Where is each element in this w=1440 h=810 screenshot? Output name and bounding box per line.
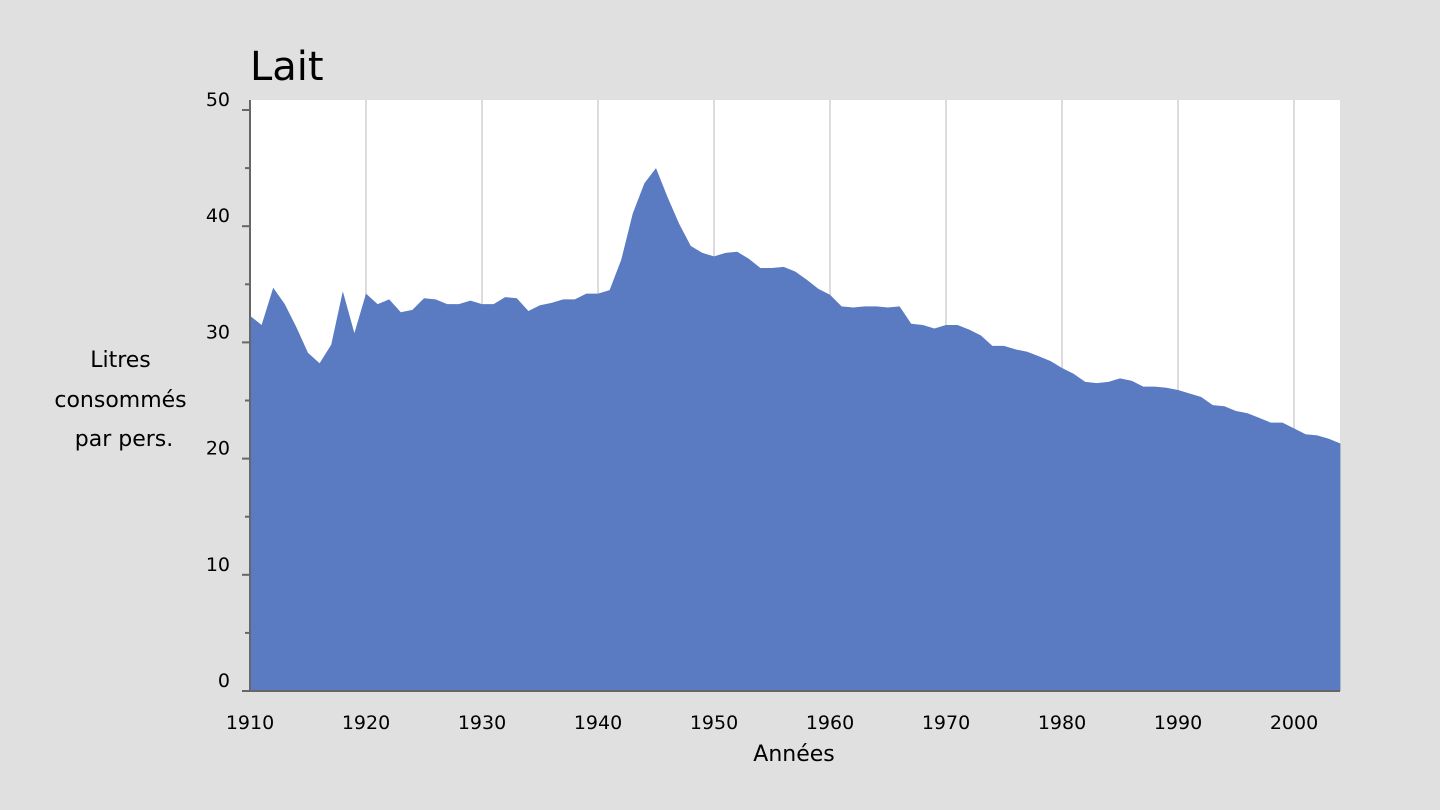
x-tick-label-2000: 2000: [1270, 712, 1318, 734]
y-tick-label-30: 30: [206, 321, 230, 343]
y-tick-label-20: 20: [206, 438, 230, 460]
x-tick-label-1920: 1920: [342, 712, 390, 734]
y-axis-label-line-3: par pers.: [75, 427, 173, 452]
x-tick-label-1980: 1980: [1038, 712, 1086, 734]
x-tick-label-1970: 1970: [922, 712, 970, 734]
x-axis: 1910 1920 1930 1940 1950 1960 1970 1980 1990 2000: [226, 690, 1340, 734]
x-axis-label: Années: [753, 742, 834, 767]
x-tick-label-1910: 1910: [226, 712, 274, 734]
y-axis-label-line-1: Litres: [90, 348, 151, 373]
chart-title: Lait: [250, 44, 324, 90]
y-tick-label-10: 10: [206, 554, 230, 576]
x-tick-label-1940: 1940: [574, 712, 622, 734]
y-axis-label: Litres consommés par pers.: [54, 348, 193, 452]
x-tick-label-1990: 1990: [1154, 712, 1202, 734]
y-tick-label-50: 50: [206, 89, 230, 111]
x-tick-label-1930: 1930: [458, 712, 506, 734]
y-axis-label-line-2: consommés: [54, 388, 186, 413]
x-tick-label-1950: 1950: [690, 712, 738, 734]
y-tick-label-40: 40: [206, 205, 230, 227]
y-axis: 0 10 20 30 40 50: [206, 89, 251, 692]
x-tick-label-1960: 1960: [806, 712, 854, 734]
area-series: [250, 168, 1341, 692]
y-tick-label-0: 0: [218, 670, 230, 692]
